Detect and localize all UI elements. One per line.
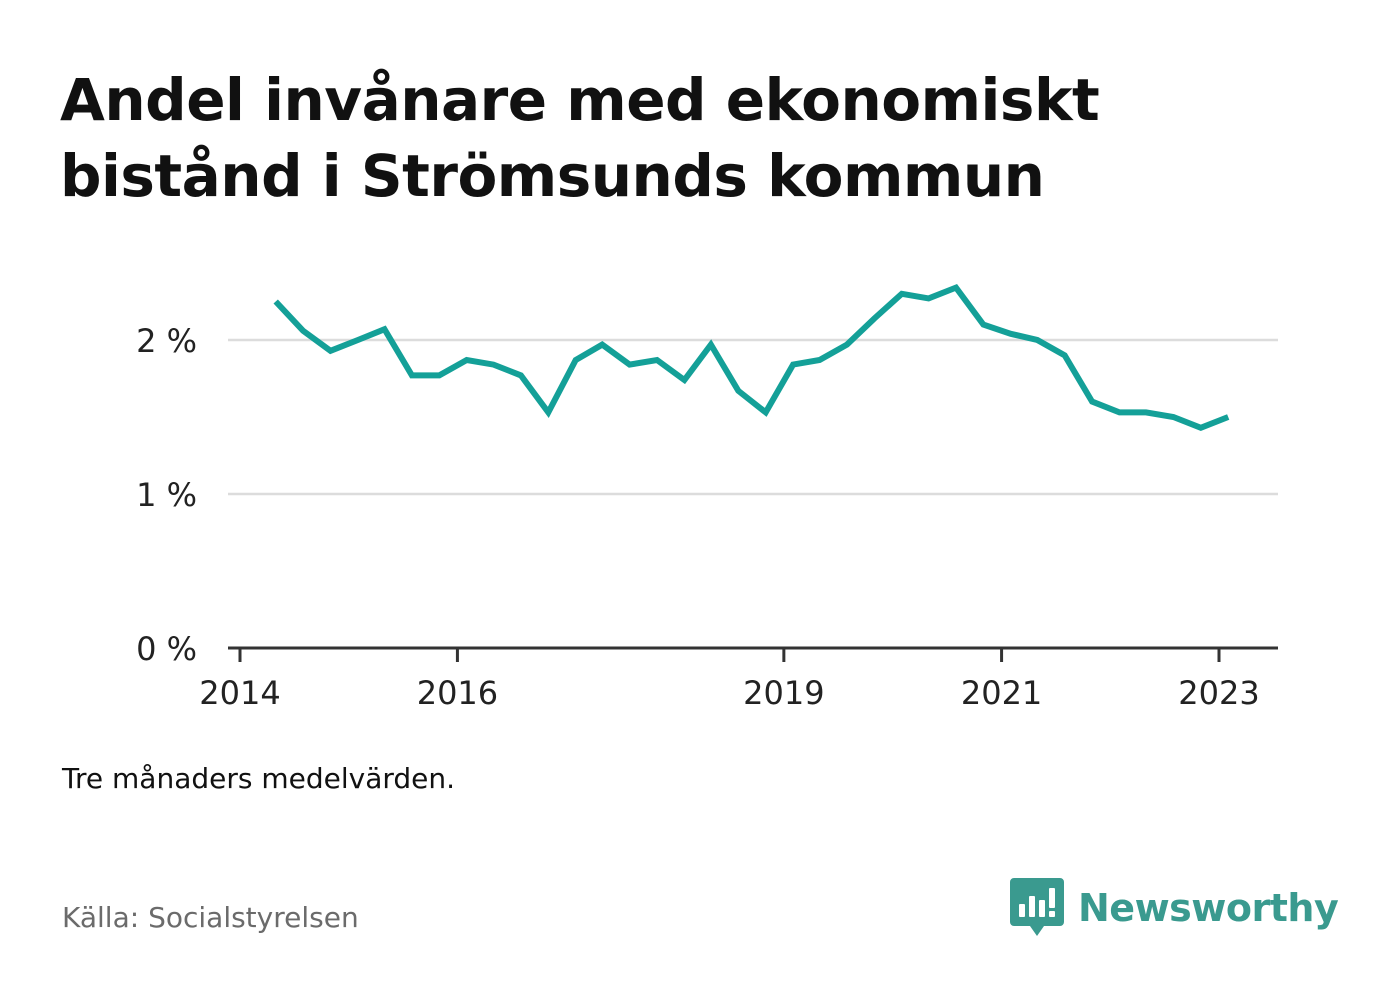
y-axis: 0 % 1 % 2 % — [136, 322, 197, 668]
y-tick-label-2: 2 % — [136, 322, 197, 360]
x-tick-label-0: 2014 — [199, 674, 280, 712]
x-axis: 2014 2016 2019 2021 2023 — [199, 646, 1278, 712]
chart-title: Andel invånare med ekonomiskt bistånd i … — [60, 66, 1100, 210]
series-line-0 — [273, 283, 1230, 432]
source-label: Källa: Socialstyrelsen — [62, 901, 359, 934]
brand-name: Newsworthy — [1078, 886, 1339, 930]
x-tick-label-4: 2023 — [1178, 674, 1259, 712]
x-tick-label-3: 2021 — [961, 674, 1042, 712]
x-tick-label-1: 2016 — [417, 674, 498, 712]
chart-note: Tre månaders medelvärden. — [62, 762, 456, 795]
x-tick-label-2: 2019 — [743, 674, 824, 712]
brand-logo: Newsworthy — [1010, 878, 1339, 938]
series-layer — [273, 283, 1230, 432]
y-tick-label-0: 0 % — [136, 630, 197, 668]
y-tick-label-1: 1 % — [136, 476, 197, 514]
grid-lines — [228, 338, 1278, 496]
newsworthy-logo-icon — [1010, 878, 1064, 936]
